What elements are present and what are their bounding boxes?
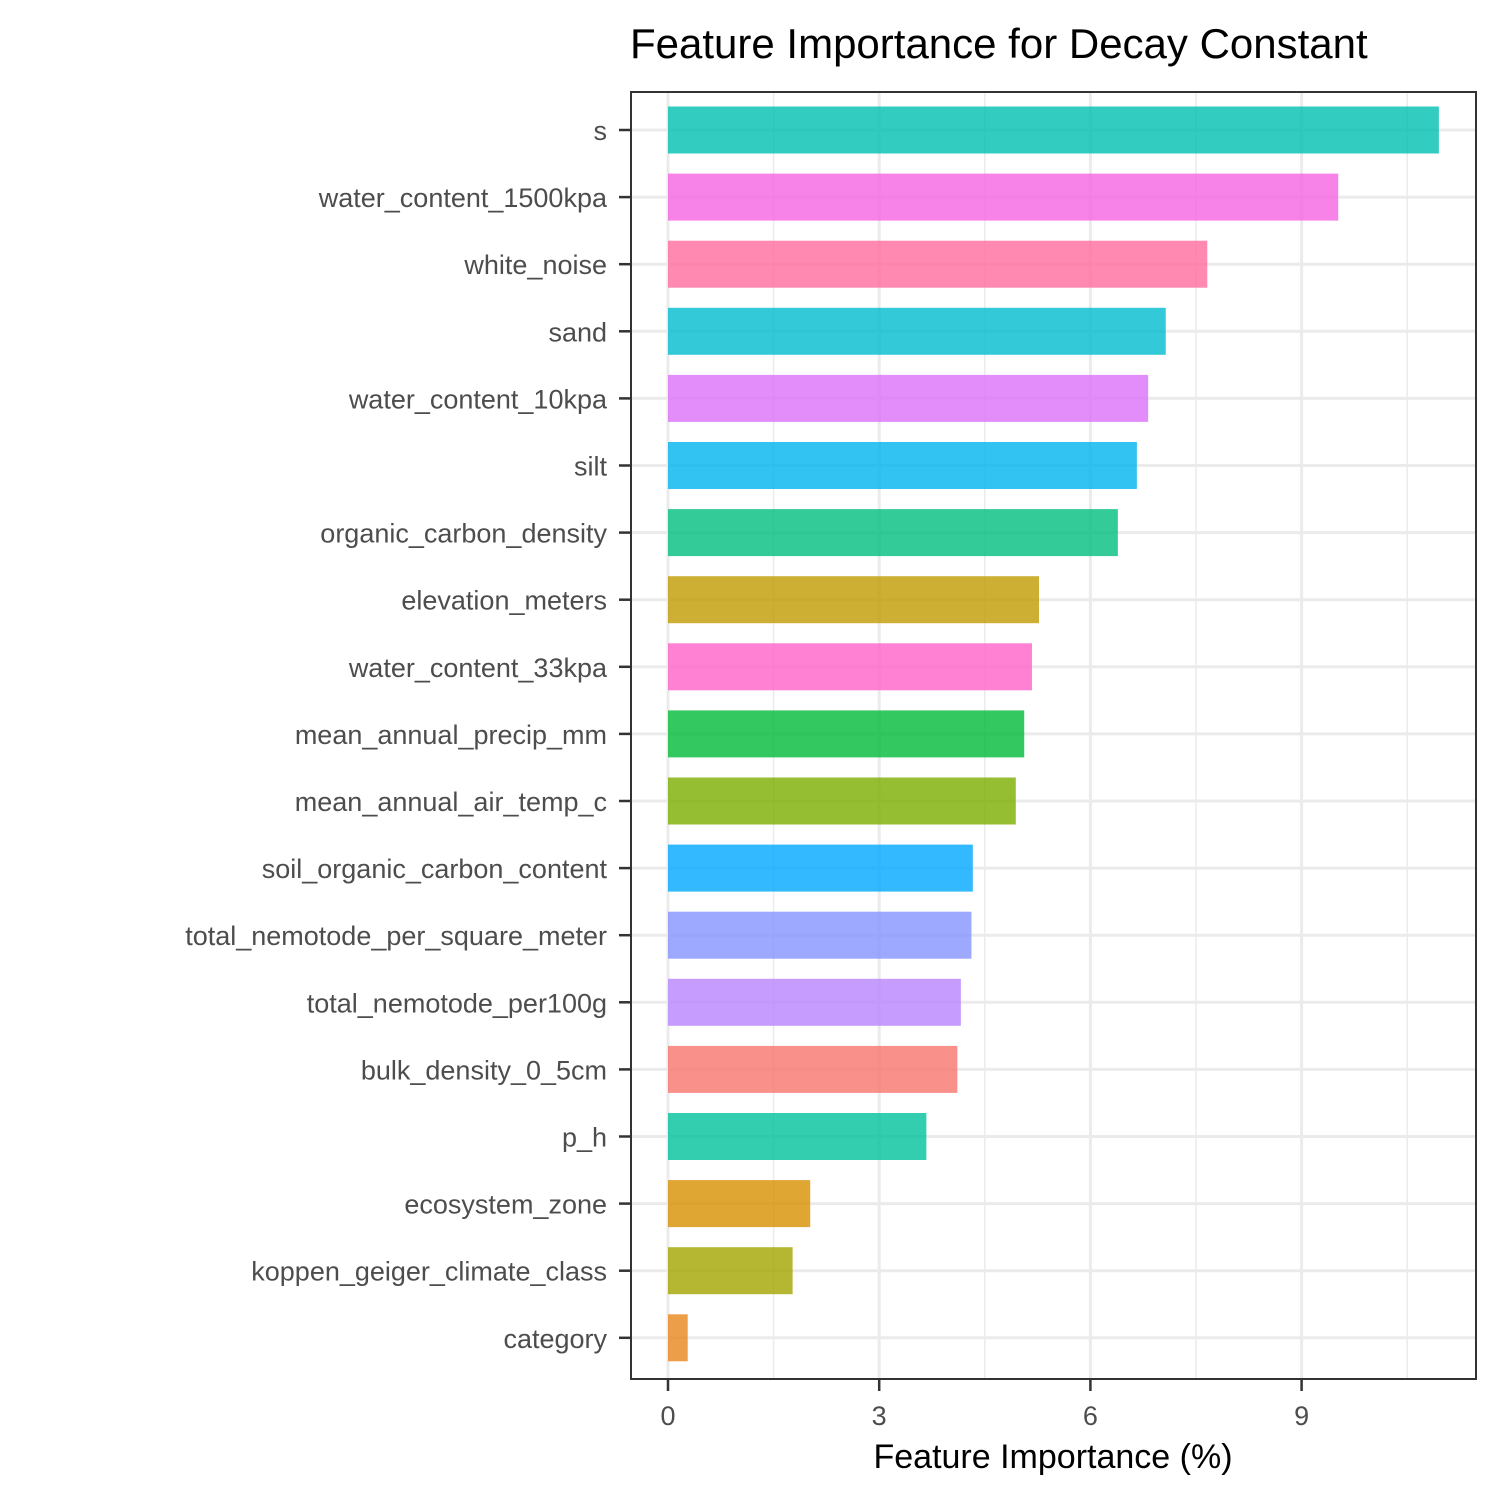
x-tick-label: 6: [1083, 1401, 1098, 1431]
y-tick-label: water_content_10kpa: [348, 384, 608, 414]
y-tick-label: elevation_meters: [401, 586, 607, 616]
bar-soil_organic_carbon_content: [668, 844, 973, 892]
y-tick-label: organic_carbon_density: [320, 519, 607, 549]
y-tick-label: silt: [574, 452, 607, 482]
y-tick-label: soil_organic_carbon_content: [262, 854, 608, 884]
bar-p_h: [668, 1113, 927, 1160]
x-tick-label: 0: [660, 1401, 675, 1431]
bar-bulk_density_0_5cm: [668, 1045, 958, 1093]
panel-border: [630, 91, 1477, 1380]
y-tick-label: total_nemotode_per100g: [307, 988, 607, 1018]
y-tick-label: white_noise: [463, 250, 607, 280]
bar-silt: [668, 442, 1137, 489]
y-tick-label: p_h: [562, 1123, 607, 1153]
bar-s: [668, 106, 1439, 154]
bar-ecosystem_zone: [668, 1180, 811, 1228]
bar-water_content_1500kpa: [668, 173, 1339, 221]
bar-white_noise: [668, 240, 1208, 288]
x-tick-label: 9: [1294, 1401, 1309, 1431]
x-axis-title: Feature Importance (%): [873, 1438, 1232, 1476]
x-tick-label: 3: [872, 1401, 887, 1431]
y-tick-label: total_nemotode_per_square_meter: [185, 921, 607, 951]
bar-total_nemotode_per_square_meter: [668, 911, 972, 959]
y-tick-label: water_content_1500kpa: [318, 183, 608, 213]
y-tick-label: s: [594, 116, 608, 146]
bar-sand: [668, 307, 1166, 355]
y-tick-label: mean_annual_precip_mm: [295, 720, 607, 750]
bar-water_content_33kpa: [668, 643, 1032, 691]
bar-mean_annual_air_temp_c: [668, 777, 1016, 825]
bar-layer: [668, 106, 1439, 1362]
y-tick-label: mean_annual_air_temp_c: [295, 787, 607, 817]
bar-koppen_geiger_climate_class: [668, 1247, 793, 1295]
y-tick-label: koppen_geiger_climate_class: [251, 1257, 607, 1287]
y-tick-label: water_content_33kpa: [348, 653, 608, 683]
y-tick-label: sand: [548, 317, 607, 347]
y-tick-label: category: [503, 1324, 607, 1354]
bar-elevation_meters: [668, 576, 1040, 624]
chart-title: Feature Importance for Decay Constant: [630, 20, 1368, 67]
bar-mean_annual_precip_mm: [668, 710, 1025, 758]
y-tick-label: ecosystem_zone: [404, 1190, 607, 1220]
bar-category: [668, 1314, 688, 1362]
bar-total_nemotode_per100g: [668, 978, 961, 1026]
bar-organic_carbon_density: [668, 509, 1118, 557]
bar-water_content_10kpa: [668, 374, 1149, 422]
y-tick-label: bulk_density_0_5cm: [361, 1055, 607, 1085]
